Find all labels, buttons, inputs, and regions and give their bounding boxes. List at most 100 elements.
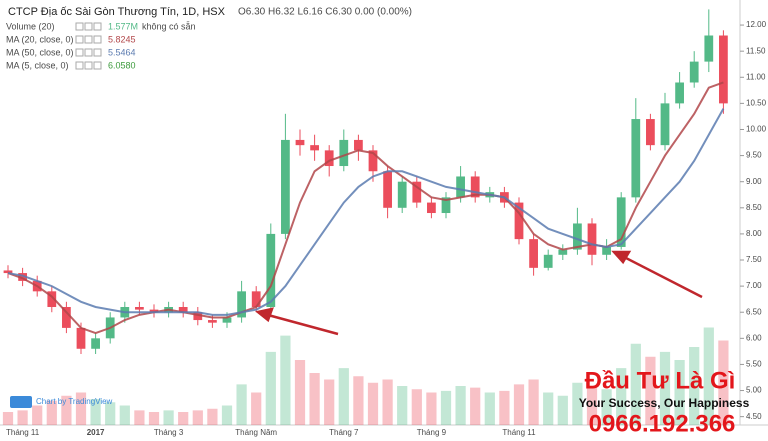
volume-bar: [703, 327, 714, 425]
volume-bar: [236, 384, 247, 425]
candle-body: [339, 139, 349, 167]
candle-body: [660, 103, 670, 146]
watermark-slogan: Your Success, Our Happiness: [579, 396, 750, 410]
y-tick-label: 7.50: [746, 255, 762, 264]
candle-body: [295, 139, 305, 146]
y-tick-label: 5.00: [746, 386, 762, 395]
volume-bar: [557, 395, 568, 425]
y-tick-label: 11.00: [746, 72, 766, 81]
y-tick-label: 6.50: [746, 307, 762, 316]
indicator-value: 1.577M: [108, 21, 138, 31]
volume-bar: [440, 390, 452, 425]
indicator-button: [93, 22, 102, 31]
y-tick-label: 12.00: [746, 20, 767, 29]
y-tick-label: 11.50: [746, 46, 766, 55]
y-tick-label: 8.50: [746, 203, 762, 212]
x-tick-label: Tháng 11: [6, 428, 40, 437]
candle-body: [149, 309, 159, 313]
indicator-name: MA (50, close, 0): [6, 47, 74, 57]
candle-body: [193, 312, 203, 321]
volume-bar: [294, 360, 306, 425]
volume-bar: [46, 400, 57, 425]
volume-bar: [397, 386, 408, 425]
candle-body: [354, 139, 363, 151]
watermark-phone: 0966.192.366: [589, 410, 736, 437]
arrow: [623, 255, 703, 299]
volume-bar: [251, 392, 262, 425]
volume-bar: [265, 351, 276, 425]
indicator-button: [93, 61, 102, 70]
y-tick-label: 9.50: [746, 151, 762, 160]
tv-logo: [10, 396, 32, 408]
x-tick-label: Tháng 3: [154, 428, 184, 437]
x-tick-label: Tháng Năm: [235, 428, 277, 437]
volume-bar: [630, 343, 641, 425]
candle-body: [383, 171, 392, 208]
volume-bar: [470, 387, 481, 425]
volume-bar: [455, 386, 466, 425]
volume-bar: [32, 405, 43, 425]
indicator-value: 5.8245: [108, 34, 136, 44]
indicator-button: [93, 35, 102, 44]
candle-body: [222, 317, 232, 323]
candle-body: [208, 320, 217, 323]
indicator-button: [84, 35, 93, 44]
ma-layer: [7, 81, 725, 335]
indicator-name: Volume (20): [6, 21, 55, 31]
credit-text: Chart by TradingView: [36, 397, 113, 406]
volume-bar: [499, 390, 510, 425]
volume-bar: [411, 389, 422, 425]
volume-bar: [2, 412, 14, 425]
volume-bar: [543, 392, 554, 425]
indicator-button: [75, 35, 84, 44]
candle-body: [470, 176, 480, 198]
arrow-head: [255, 307, 274, 323]
volume-bar: [572, 382, 583, 425]
indicator-button: [84, 61, 93, 70]
volume-bar: [221, 405, 233, 425]
volume-bar: [75, 392, 87, 425]
volume-bar: [586, 386, 598, 425]
candle-body: [631, 119, 641, 198]
volume-bar: [192, 410, 203, 425]
indicator-button: [75, 61, 84, 70]
volume-bar: [353, 376, 364, 425]
candle-body: [62, 307, 71, 328]
candle-body: [719, 35, 728, 104]
candle-body: [675, 82, 684, 104]
volume-bar: [616, 368, 627, 425]
volume-bar: [659, 351, 671, 425]
candle-body: [646, 119, 655, 146]
volume-bar: [645, 356, 656, 425]
volume-bar: [148, 412, 160, 425]
candle-body: [412, 181, 422, 203]
volume-bar: [324, 379, 335, 425]
indicator-button: [93, 48, 102, 57]
candle-body: [266, 233, 276, 308]
candle-body: [397, 181, 407, 208]
candle-body: [368, 150, 378, 172]
watermark: Đầu Tư Là Gì Your Success, Our Happiness…: [579, 367, 750, 437]
candle-body: [514, 202, 524, 240]
volume-bar: [17, 410, 28, 425]
candle-body: [704, 35, 714, 62]
volume-bar: [178, 412, 189, 425]
candle-body: [3, 270, 13, 274]
candle-body: [18, 273, 27, 281]
indicator-note: không có sẵn: [142, 21, 196, 31]
candle-body: [558, 249, 568, 255]
indicator-button: [84, 22, 93, 31]
indicator-name: MA (5, close, 0): [6, 60, 69, 70]
indicator-button: [75, 48, 84, 57]
candle-body: [441, 197, 451, 214]
volume-bar: [382, 379, 393, 425]
chart-title: CTCP Địa ốc Sài Gòn Thương Tín, 1D, HSX: [8, 6, 226, 18]
x-tick-label: Tháng 7: [329, 428, 359, 437]
legend: Volume (20) 1.577M không có sẵn MA (20, clo…: [6, 21, 196, 70]
volume-bar: [163, 410, 174, 425]
volume-bar: [484, 392, 495, 425]
indicator-value: 5.5464: [108, 47, 136, 57]
ohlc-summary: O6.30 H6.32 L6.16 C6.30 0.00 (0.00%): [238, 7, 412, 18]
volume-bar: [309, 373, 320, 425]
